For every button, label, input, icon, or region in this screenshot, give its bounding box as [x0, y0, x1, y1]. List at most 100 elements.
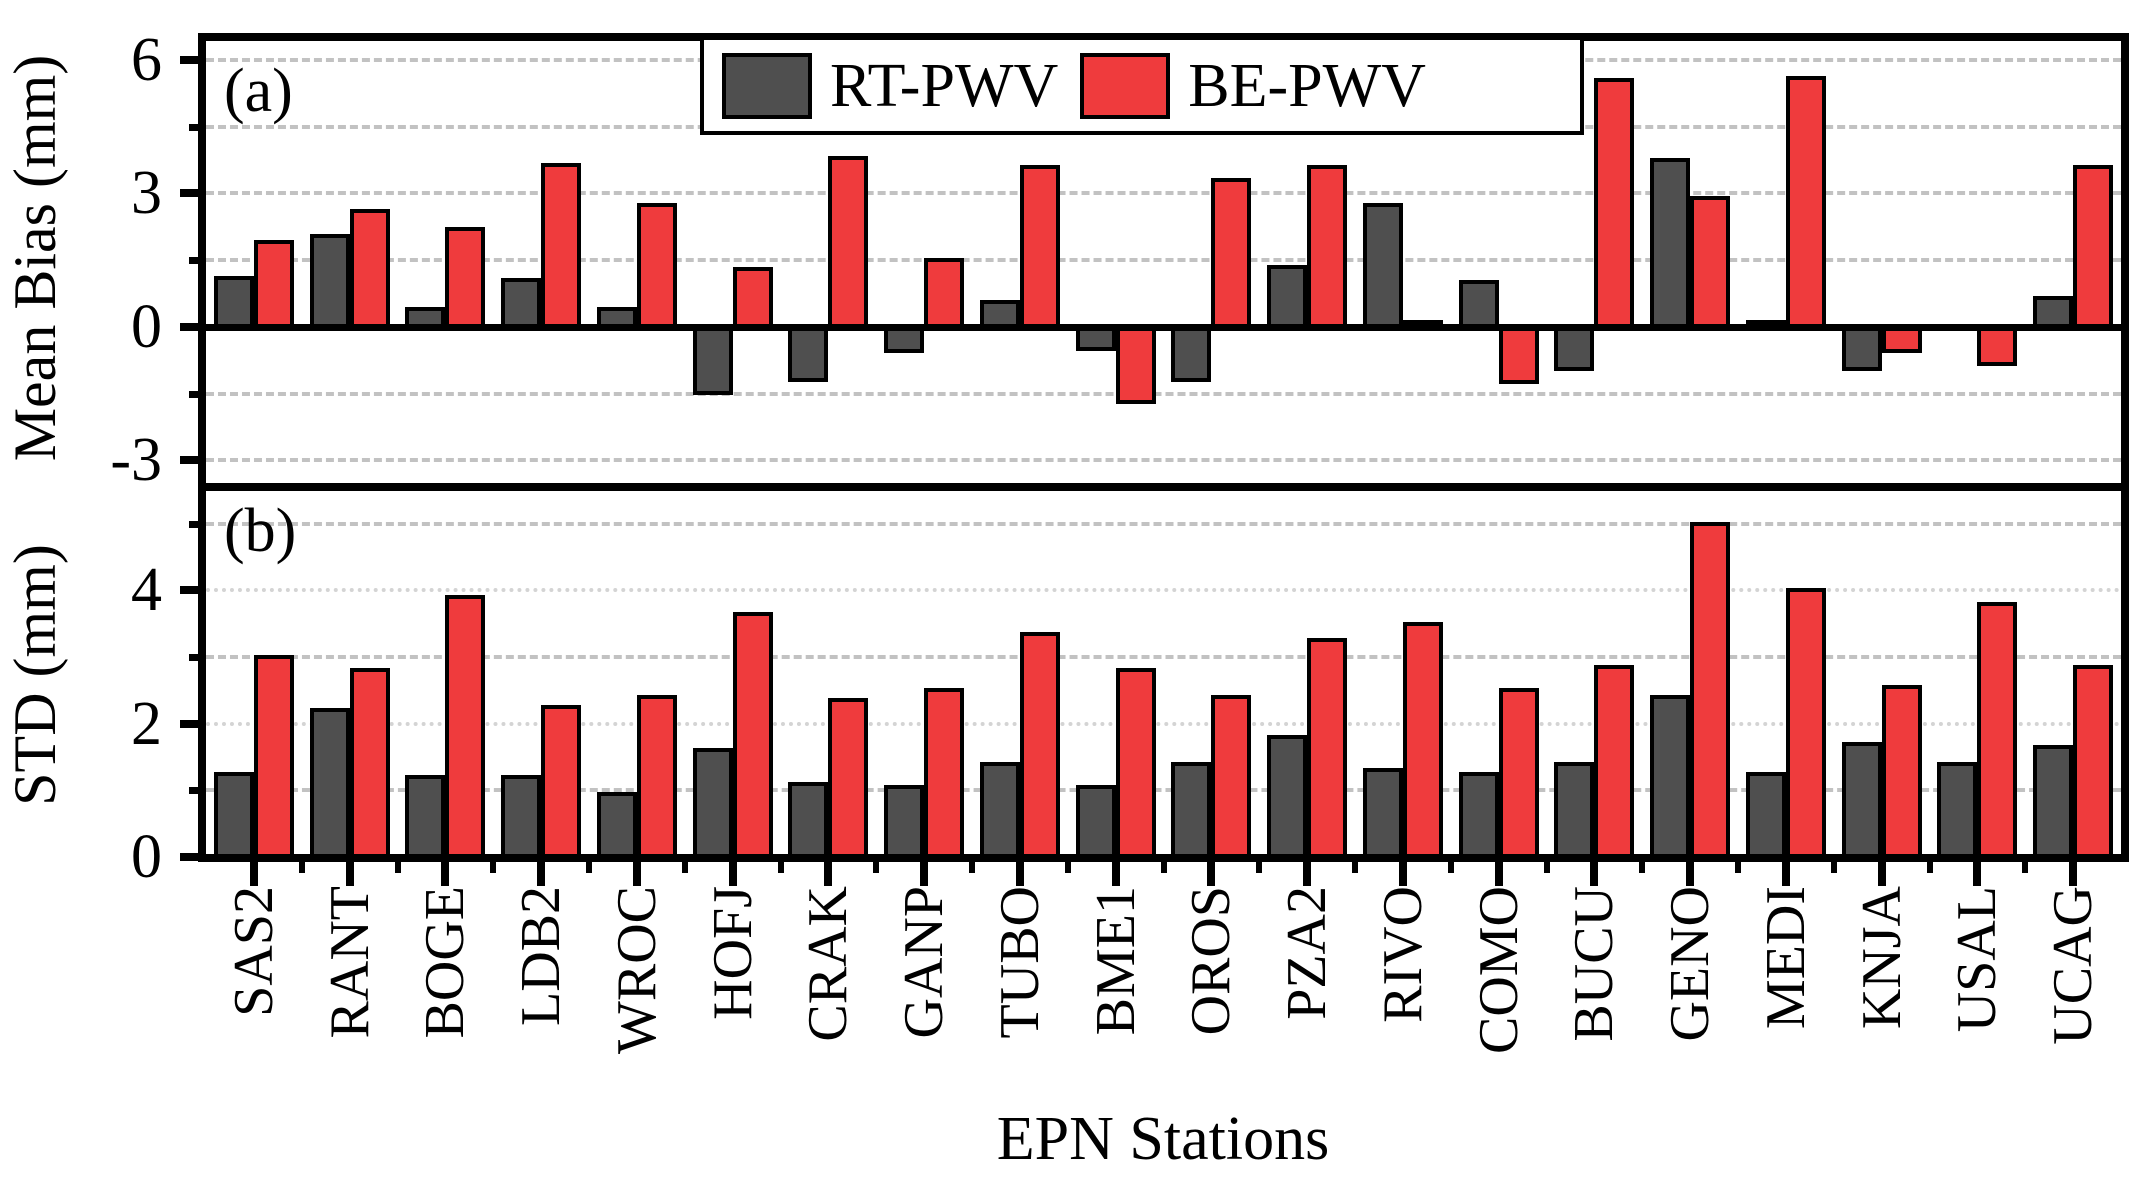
- gridline: [206, 655, 2121, 659]
- station-label-pza2: PZA2: [1276, 886, 1339, 1020]
- y-major-tick: [180, 322, 201, 331]
- station-label-bme1: BME1: [1084, 886, 1147, 1036]
- bar-rt-pwv-ucag: [2033, 745, 2074, 861]
- bar-be-pwv-usal: [1977, 324, 2018, 367]
- bar-rt-pwv-geno: [1650, 158, 1691, 331]
- bar-rt-pwv-boge: [405, 775, 446, 861]
- x-major-tick: [728, 860, 737, 886]
- bar-be-pwv-bucu: [1594, 665, 1635, 861]
- gridline: [206, 458, 2121, 463]
- station-label-como: COMO: [1467, 886, 1530, 1055]
- station-label-wroc: WROC: [605, 886, 668, 1054]
- bar-be-pwv-oros: [1211, 178, 1252, 331]
- x-minor-tick: [873, 860, 880, 873]
- y-major-tick: [180, 719, 201, 728]
- x-major-tick: [537, 860, 546, 886]
- gridline: [206, 191, 2121, 196]
- station-label-ucag: UCAG: [2042, 886, 2105, 1045]
- bar-rt-pwv-ganp: [884, 785, 925, 861]
- bar-rt-pwv-oros: [1171, 761, 1212, 861]
- station-label-sas2: SAS2: [222, 886, 285, 1017]
- x-minor-tick: [969, 860, 975, 873]
- bar-rt-pwv-crak: [788, 324, 829, 383]
- y-tick-label: -3: [110, 426, 162, 495]
- station-label-crak: CRAK: [797, 886, 860, 1042]
- x-major-tick: [1111, 860, 1120, 886]
- station-label-boge: BOGE: [414, 886, 477, 1039]
- y-minor-tick: [189, 787, 201, 795]
- bar-be-pwv-oros: [1211, 695, 1252, 861]
- legend-label-be-pwv: BE-PWV: [1188, 51, 1426, 120]
- x-minor-tick: [1160, 860, 1167, 873]
- bar-be-pwv-hofj: [732, 267, 773, 331]
- station-label-rivo: RIVO: [1371, 886, 1434, 1023]
- station-label-geno: GENO: [1659, 886, 1722, 1042]
- x-minor-tick: [1064, 860, 1071, 873]
- y-major-tick: [180, 456, 201, 465]
- y-axis-title-mean-bias: Mean Bias (mm): [2, 54, 68, 462]
- bar-be-pwv-knja: [1881, 685, 1922, 861]
- left-spine: [198, 33, 206, 862]
- y-minor-tick: [189, 123, 201, 131]
- bar-rt-pwv-bucu: [1554, 761, 1595, 861]
- zero-line: [206, 323, 2121, 331]
- y-major-tick: [180, 586, 201, 595]
- bar-rt-pwv-knja: [1841, 741, 1882, 861]
- panel-divider: [198, 483, 2129, 491]
- station-label-usal: USAL: [1946, 886, 2009, 1033]
- panel-b-label: (b): [224, 497, 297, 565]
- bar-rt-pwv-usal: [1937, 761, 1978, 861]
- x-minor-tick: [1543, 860, 1550, 873]
- bottom-spine: [198, 854, 2129, 862]
- bar-be-pwv-sas2: [253, 240, 294, 331]
- bar-rt-pwv-hofj: [692, 324, 733, 396]
- x-major-tick: [1015, 860, 1024, 886]
- station-label-hofj: HOFJ: [701, 886, 764, 1020]
- station-label-oros: OROS: [1180, 886, 1243, 1036]
- x-axis-title: EPN Stations: [996, 1105, 1330, 1173]
- y-minor-tick: [189, 390, 201, 398]
- x-minor-tick: [681, 860, 688, 873]
- x-major-tick: [824, 860, 833, 886]
- bar-rt-pwv-sas2: [213, 275, 254, 331]
- gridline-minor: [206, 721, 2121, 726]
- bar-rt-pwv-hofj: [692, 748, 733, 861]
- x-minor-tick: [2022, 860, 2029, 873]
- x-minor-tick: [1926, 860, 1933, 873]
- bar-be-pwv-crak: [828, 698, 869, 861]
- bar-rt-pwv-tubo: [979, 761, 1020, 861]
- station-label-ldb2: LDB2: [510, 886, 573, 1026]
- x-major-tick: [2069, 860, 2078, 886]
- bar-rt-pwv-wroc: [596, 791, 637, 861]
- x-minor-tick: [1639, 860, 1646, 873]
- bar-be-pwv-ucag: [2073, 164, 2114, 331]
- bar-be-pwv-ldb2: [541, 705, 582, 861]
- bar-rt-pwv-geno: [1650, 695, 1691, 861]
- gridline: [206, 521, 2121, 526]
- bar-be-pwv-ldb2: [541, 162, 582, 331]
- x-minor-tick: [394, 860, 401, 873]
- bar-be-pwv-pza2: [1307, 164, 1348, 331]
- y-tick-label: 3: [131, 159, 162, 228]
- bar-be-pwv-geno: [1690, 195, 1731, 331]
- y-minor-tick: [189, 654, 201, 661]
- bar-be-pwv-hofj: [732, 611, 773, 861]
- x-major-tick: [1973, 860, 1982, 886]
- y-tick-label: 0: [131, 823, 162, 891]
- bar-be-pwv-rant: [349, 668, 390, 861]
- bar-be-pwv-medi: [1785, 75, 1826, 331]
- x-major-tick: [1398, 860, 1407, 886]
- bar-be-pwv-rant: [349, 209, 390, 331]
- x-minor-tick: [298, 860, 305, 873]
- station-label-bucu: BUCU: [1563, 886, 1626, 1042]
- station-label-rant: RANT: [318, 886, 381, 1039]
- bar-be-pwv-rivo: [1402, 621, 1443, 861]
- bar-be-pwv-como: [1498, 324, 1539, 385]
- bar-rt-pwv-crak: [788, 781, 829, 861]
- bar-rt-pwv-oros: [1171, 324, 1212, 383]
- x-major-tick: [441, 860, 450, 886]
- bar-be-pwv-ganp: [924, 258, 965, 331]
- bar-rt-pwv-ldb2: [501, 278, 542, 331]
- bar-rt-pwv-pza2: [1267, 735, 1308, 861]
